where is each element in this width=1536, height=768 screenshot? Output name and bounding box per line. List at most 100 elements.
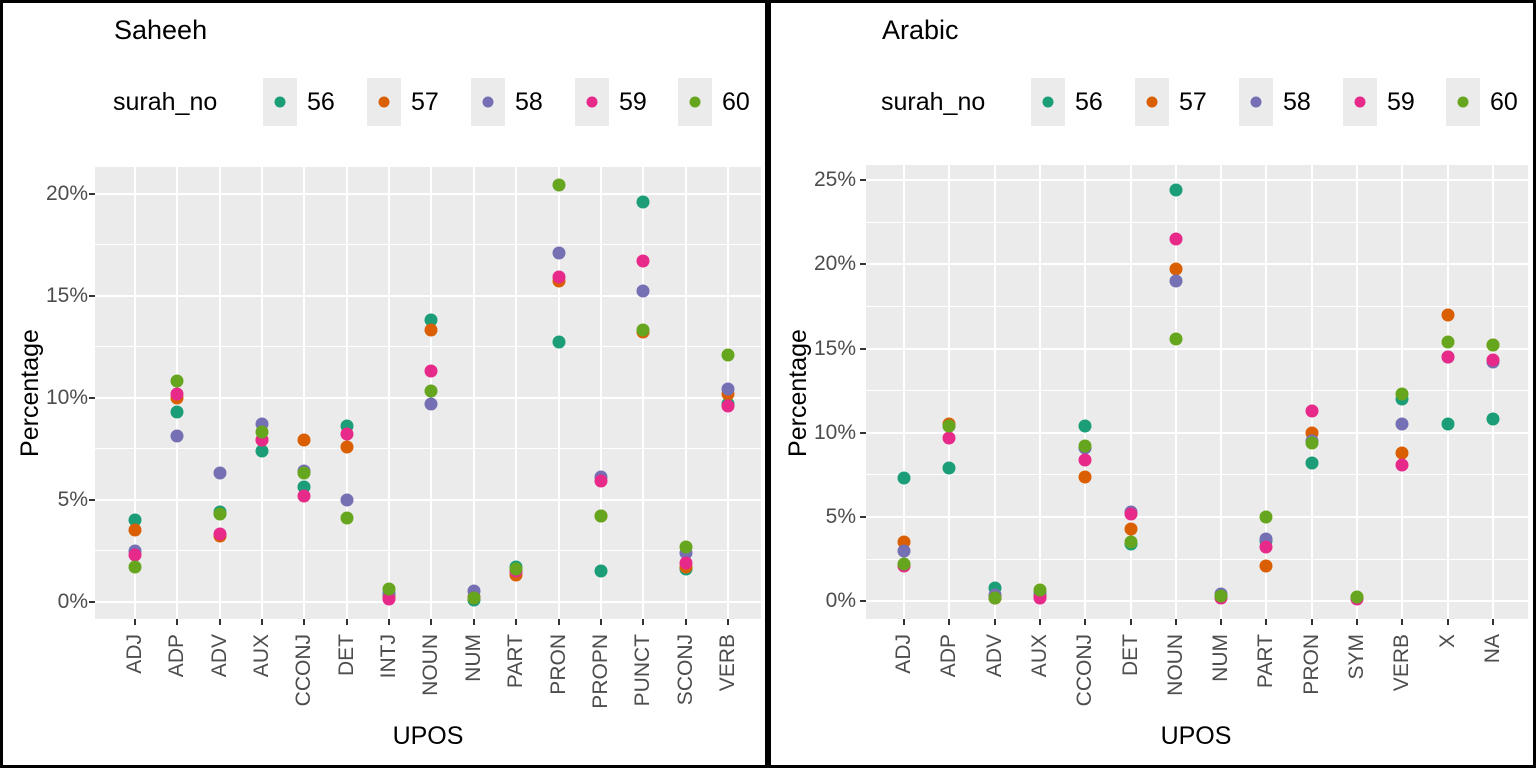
- gridline-v: [684, 167, 687, 619]
- x-tick-label: AUX: [250, 634, 274, 678]
- data-point: [1124, 522, 1137, 536]
- data-point: [1486, 338, 1500, 352]
- x-tick-mark: [1220, 619, 1223, 625]
- y-tick-label: 25%: [813, 168, 856, 192]
- data-point: [170, 405, 184, 419]
- gridline-v: [1265, 165, 1268, 619]
- x-tick-mark: [948, 619, 951, 625]
- gridline-major-h: [866, 600, 1528, 603]
- y-tick-mark: [860, 347, 866, 350]
- y-tick-label: 20%: [813, 252, 856, 276]
- data-point: [424, 384, 438, 398]
- y-tick-label: 10%: [813, 420, 856, 444]
- x-tick-label: NUM: [1209, 634, 1233, 682]
- x-tick-label: PART: [504, 634, 528, 689]
- x-tick-label: CCONJ: [292, 634, 316, 707]
- gridline-major-h: [866, 179, 1528, 182]
- legend-key: [575, 78, 609, 126]
- y-tick-label: 5%: [57, 487, 88, 511]
- data-point: [1259, 559, 1273, 573]
- gridline-minor-h: [95, 346, 761, 348]
- data-point: [424, 364, 438, 378]
- x-tick-label: INTJ: [377, 634, 401, 679]
- data-point: [1169, 274, 1183, 288]
- x-tick-mark: [684, 619, 687, 625]
- plot-title: Saheeh: [114, 15, 208, 45]
- legend-key: [1135, 78, 1169, 126]
- data-point: [170, 387, 184, 400]
- data-point: [1169, 183, 1183, 197]
- x-tick-label: NUM: [461, 634, 485, 682]
- legend-key: [367, 78, 401, 126]
- data-point: [594, 474, 608, 488]
- data-point: [721, 348, 735, 362]
- gridline-minor-h: [866, 474, 1528, 476]
- data-point: [424, 397, 438, 411]
- data-point: [1169, 332, 1183, 345]
- x-tick-label: PART: [1254, 634, 1278, 689]
- data-point: [1078, 439, 1092, 453]
- data-point: [636, 195, 650, 209]
- y-tick-label: 15%: [813, 336, 856, 360]
- gridline-v: [472, 167, 475, 619]
- gridline-v: [261, 167, 264, 619]
- gridline-v: [1038, 165, 1041, 619]
- y-tick-mark: [860, 263, 866, 266]
- legend-label: 58: [515, 88, 543, 116]
- x-tick-mark: [218, 619, 221, 625]
- x-tick-mark: [515, 619, 518, 625]
- gridline-v: [1491, 165, 1494, 619]
- legend-key: [678, 78, 712, 126]
- x-tick-label: AUX: [1027, 634, 1051, 678]
- legend-label: 57: [411, 88, 439, 116]
- legend-key: [1239, 78, 1273, 126]
- x-tick-label: ADV: [207, 634, 231, 678]
- x-tick-mark: [1356, 619, 1358, 625]
- data-point: [128, 548, 142, 562]
- x-tick-label: ADV: [982, 634, 1006, 678]
- gridline-v: [1174, 165, 1177, 619]
- data-point: [552, 246, 565, 260]
- legend-dot-58: [1250, 96, 1262, 108]
- data-point: [636, 254, 650, 268]
- data-point: [1441, 417, 1455, 431]
- data-point: [255, 444, 269, 458]
- x-tick-mark: [1038, 619, 1041, 625]
- x-tick-label: SYM: [1345, 634, 1368, 680]
- gridline-minor-h: [866, 221, 1528, 223]
- gridline-v: [1129, 165, 1132, 619]
- x-tick-label: VERB: [715, 634, 739, 692]
- x-tick-mark: [599, 619, 602, 625]
- y-tick-mark: [89, 600, 95, 603]
- data-point: [1033, 583, 1047, 597]
- data-point: [679, 540, 693, 554]
- x-tick-mark: [430, 619, 433, 625]
- gridline-v: [345, 167, 348, 619]
- data-point: [1305, 456, 1319, 470]
- gridline-minor-h: [95, 550, 761, 552]
- data-point: [1305, 404, 1319, 418]
- arabic-plot: Arabic surah_no Percentage UPOS 0% 5% 10% 1…: [768, 0, 1536, 768]
- x-tick-mark: [1174, 619, 1177, 625]
- gridline-major-h: [95, 192, 761, 195]
- y-tick-label: 0%: [57, 589, 88, 613]
- data-point: [942, 461, 956, 475]
- legend-label: 60: [1490, 88, 1518, 116]
- gridline-major-h: [95, 294, 761, 297]
- plot-panel: [866, 165, 1528, 619]
- x-tick-label: ADJ: [892, 634, 915, 674]
- data-point: [942, 419, 956, 433]
- data-point: [213, 466, 227, 480]
- gridline-v: [948, 165, 951, 619]
- data-point: [721, 382, 735, 396]
- data-point: [988, 591, 1002, 605]
- gridline-v: [993, 165, 996, 619]
- data-point: [552, 178, 565, 192]
- y-tick-mark: [89, 294, 95, 297]
- y-tick-label: 15%: [45, 283, 88, 307]
- x-tick-mark: [1401, 619, 1404, 625]
- data-point: [255, 425, 269, 439]
- x-tick-label: NA: [1480, 634, 1504, 664]
- gridline-major-h: [866, 431, 1528, 434]
- gridline-v: [903, 165, 905, 619]
